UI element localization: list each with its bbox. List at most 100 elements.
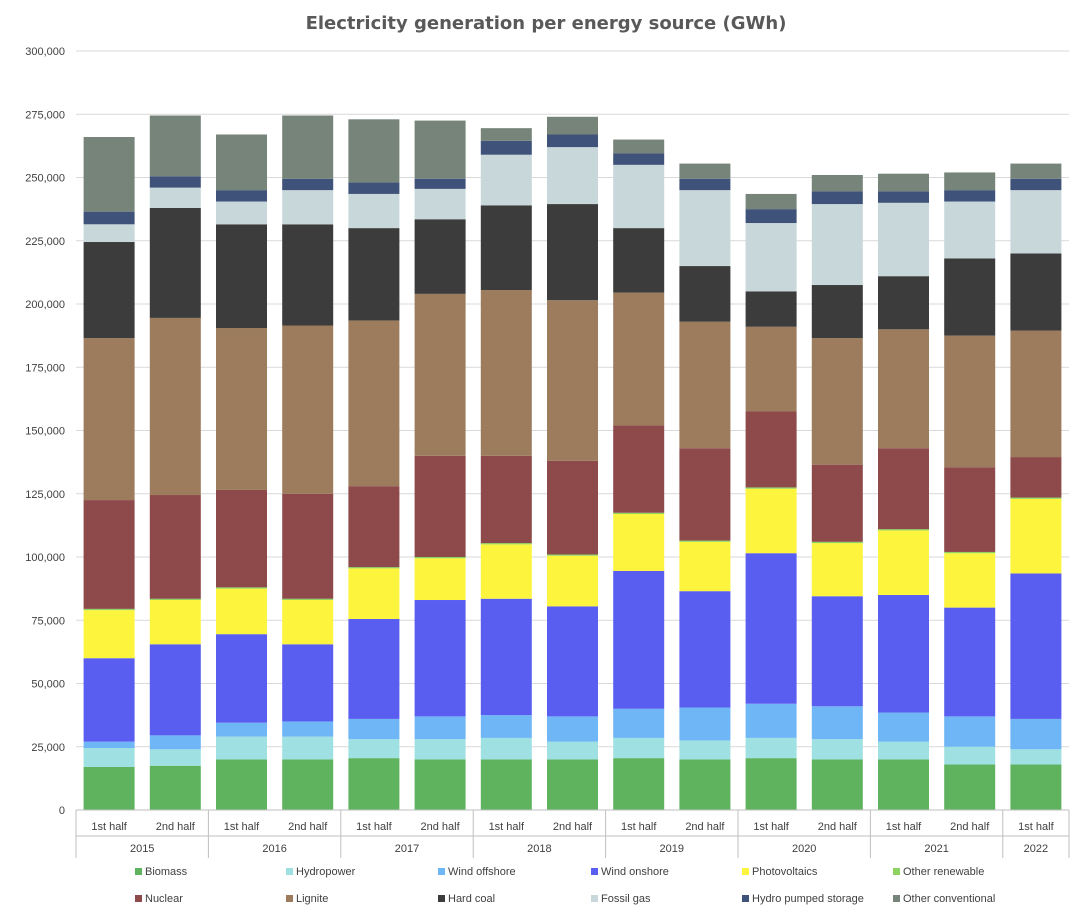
bar-segment: [613, 292, 665, 426]
bar-segment: [811, 204, 863, 286]
bar-segment: [149, 176, 201, 188]
x-tick-label: 1st half: [1018, 821, 1054, 833]
bar-segment: [679, 759, 731, 810]
bar-segment: [613, 708, 665, 738]
bar-segment: [547, 204, 598, 301]
bar-segment: [811, 285, 863, 339]
bar-segment: [414, 600, 466, 717]
bar-segment: [745, 737, 797, 759]
bar-segment: [745, 326, 797, 412]
legend-label: Hydropower: [296, 866, 356, 878]
bar-segment: [811, 543, 863, 597]
bar-segment: [944, 551, 996, 554]
bar-segment: [348, 119, 400, 183]
bar-segment: [149, 317, 201, 496]
bar-segment: [480, 543, 532, 545]
bar-segment: [414, 716, 466, 740]
bar-segment: [414, 293, 466, 456]
x-group-label: 2018: [527, 843, 551, 855]
bar-segment: [547, 460, 598, 555]
bar-segment: [547, 741, 598, 760]
legend-label: Fossil gas: [601, 893, 651, 905]
bar-segment: [480, 154, 532, 206]
y-tick-label: 0: [59, 805, 65, 817]
bar-segment: [547, 555, 598, 607]
bar-segment: [480, 128, 532, 141]
bar-segment: [149, 644, 201, 736]
bar-segment: [613, 513, 665, 571]
bar-segment: [1010, 718, 1062, 750]
x-tick-label: 1st half: [621, 821, 657, 833]
x-tick-label: 1st half: [753, 821, 789, 833]
legend-swatch: [135, 895, 142, 902]
bar-segment: [149, 187, 201, 208]
bar-segment: [547, 147, 598, 205]
bar-segment: [282, 493, 334, 599]
bar-segment: [414, 759, 466, 810]
legend-swatch: [438, 868, 445, 875]
x-tick-label: 2nd half: [288, 821, 328, 833]
bar-segment: [414, 557, 466, 559]
x-group-label: 2015: [130, 843, 154, 855]
bar-segment: [878, 202, 929, 277]
bar-segment: [679, 178, 731, 191]
bar-segment: [480, 598, 532, 716]
bar-segment: [282, 115, 334, 179]
x-axis: 1st half 2nd half 1st half 2nd half 1st half…: [75, 809, 1070, 858]
bar-segment: [613, 737, 665, 759]
bar-segment: [944, 258, 996, 336]
y-tick-label: 250,000: [25, 173, 65, 185]
bar-segment: [83, 748, 135, 767]
bar-segment: [745, 758, 797, 810]
legend-swatch: [286, 895, 293, 902]
bar-segment: [811, 191, 863, 205]
bar-segment: [414, 739, 466, 760]
y-tick-label: 175,000: [25, 362, 65, 374]
x-tick-label: 2nd half: [818, 821, 858, 833]
bar-segment: [613, 512, 665, 514]
bar-segment: [83, 741, 135, 749]
bar-segment: [679, 266, 731, 322]
bar-segment: [414, 455, 466, 557]
bar-segment: [745, 703, 797, 738]
bar-segment: [745, 411, 797, 488]
y-tick-label: 150,000: [25, 426, 65, 438]
x-tick-label: 2nd half: [421, 821, 461, 833]
bar-segment: [480, 737, 532, 760]
bar-segment: [149, 600, 201, 645]
bar-segment: [944, 467, 996, 552]
legend-label: Biomass: [145, 866, 188, 878]
legend-swatch: [286, 868, 293, 875]
bar-segment: [480, 544, 532, 599]
bar-segment: [480, 759, 532, 810]
bar-segment: [745, 193, 797, 210]
bar-segment: [282, 644, 334, 722]
bar-segment: [878, 741, 929, 760]
bar-segment: [348, 758, 400, 810]
bar-segment: [613, 570, 665, 709]
y-axis: 0 25,000 50,000 75,000 100,000 125,000 150,000…: [25, 46, 65, 817]
bar-segment: [282, 600, 334, 645]
bar-segment: [414, 178, 466, 189]
legend-swatch: [438, 895, 445, 902]
bar-segment: [878, 530, 929, 595]
bar-segment: [811, 464, 863, 542]
legend-label: Hard coal: [448, 893, 495, 905]
bar-segment: [414, 558, 466, 601]
x-tick-label: 2nd half: [950, 821, 990, 833]
x-group-label: 2020: [792, 843, 816, 855]
bar-segment: [944, 190, 996, 202]
bar-segment: [414, 120, 466, 179]
bar-segment: [1010, 253, 1062, 331]
bar-segment: [216, 759, 267, 810]
bar-segment: [613, 153, 665, 165]
bar-segment: [613, 425, 665, 513]
bar-segment: [878, 191, 929, 203]
bar-segment: [878, 329, 929, 449]
bar-segment: [282, 598, 334, 601]
y-tick-label: 125,000: [25, 489, 65, 501]
bar-segment: [547, 606, 598, 717]
legend-label: Nuclear: [145, 893, 183, 905]
bar-segment: [679, 163, 731, 179]
bar-segment: [1010, 178, 1062, 191]
